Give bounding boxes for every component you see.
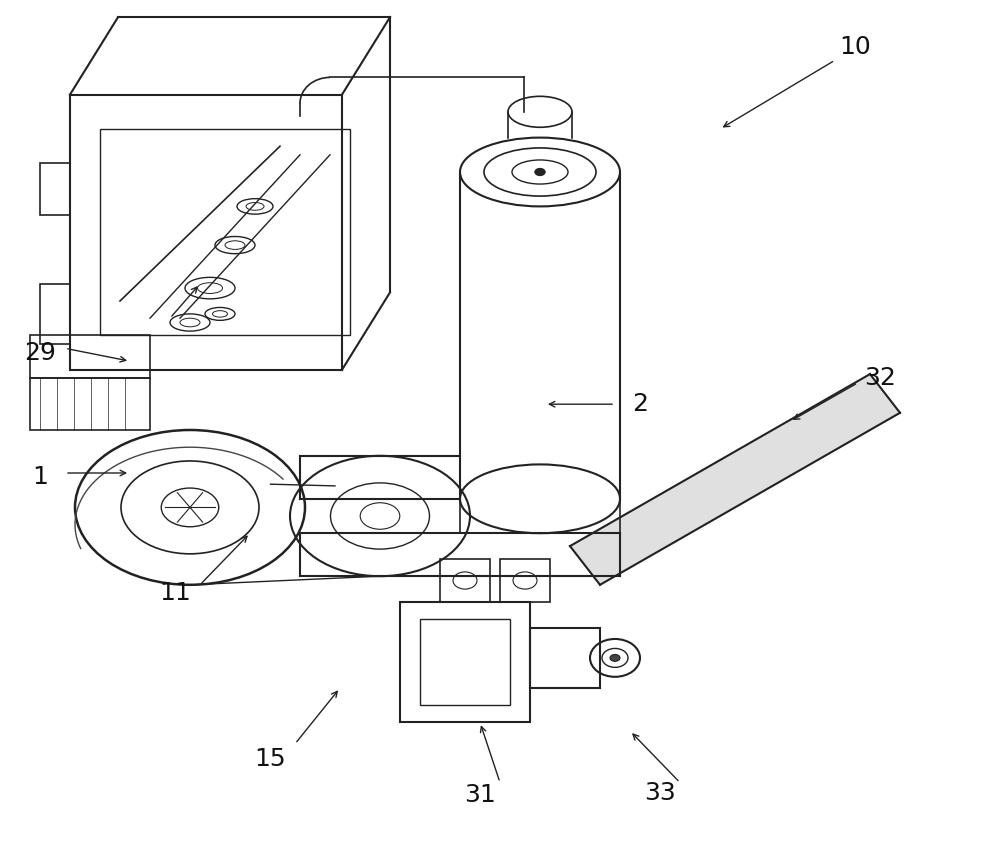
Bar xyxy=(40,284,70,344)
Text: 33: 33 xyxy=(644,781,676,805)
Text: 2: 2 xyxy=(632,392,648,416)
Text: 1: 1 xyxy=(32,465,48,489)
Bar xyxy=(500,559,550,602)
Bar xyxy=(100,129,350,335)
Bar xyxy=(30,335,150,378)
Ellipse shape xyxy=(610,654,620,661)
Bar xyxy=(420,619,510,705)
Text: 32: 32 xyxy=(864,366,896,390)
Bar xyxy=(440,559,490,602)
Bar xyxy=(530,628,600,688)
Bar xyxy=(400,602,530,722)
Text: 29: 29 xyxy=(24,341,56,365)
Text: 15: 15 xyxy=(254,746,286,771)
Bar xyxy=(30,378,150,430)
Bar xyxy=(40,163,70,215)
Text: 31: 31 xyxy=(464,783,496,808)
Text: 10: 10 xyxy=(839,35,871,59)
Text: 11: 11 xyxy=(159,581,191,605)
Polygon shape xyxy=(570,374,900,585)
Ellipse shape xyxy=(535,169,545,175)
